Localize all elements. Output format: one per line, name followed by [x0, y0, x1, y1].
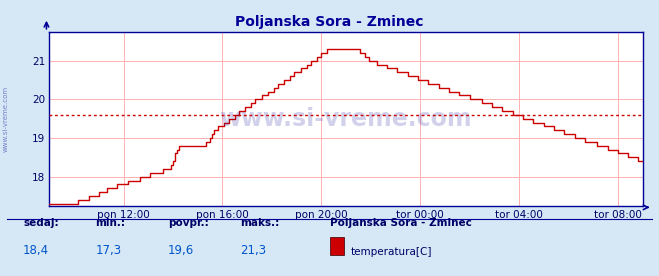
Text: Poljanska Sora - Zminec: Poljanska Sora - Zminec: [235, 15, 424, 29]
Text: Poljanska Sora - Zminec: Poljanska Sora - Zminec: [330, 218, 471, 228]
Text: 21,3: 21,3: [241, 244, 267, 257]
Text: sedaj:: sedaj:: [23, 218, 59, 228]
Text: 17,3: 17,3: [96, 244, 122, 257]
Text: maks.:: maks.:: [241, 218, 280, 228]
Text: www.si-vreme.com: www.si-vreme.com: [2, 86, 9, 152]
Text: povpr.:: povpr.:: [168, 218, 209, 228]
Text: min.:: min.:: [96, 218, 126, 228]
Text: www.si-vreme.com: www.si-vreme.com: [219, 107, 473, 131]
Text: 18,4: 18,4: [23, 244, 49, 257]
Text: 19,6: 19,6: [168, 244, 194, 257]
Text: temperatura[C]: temperatura[C]: [351, 247, 432, 257]
